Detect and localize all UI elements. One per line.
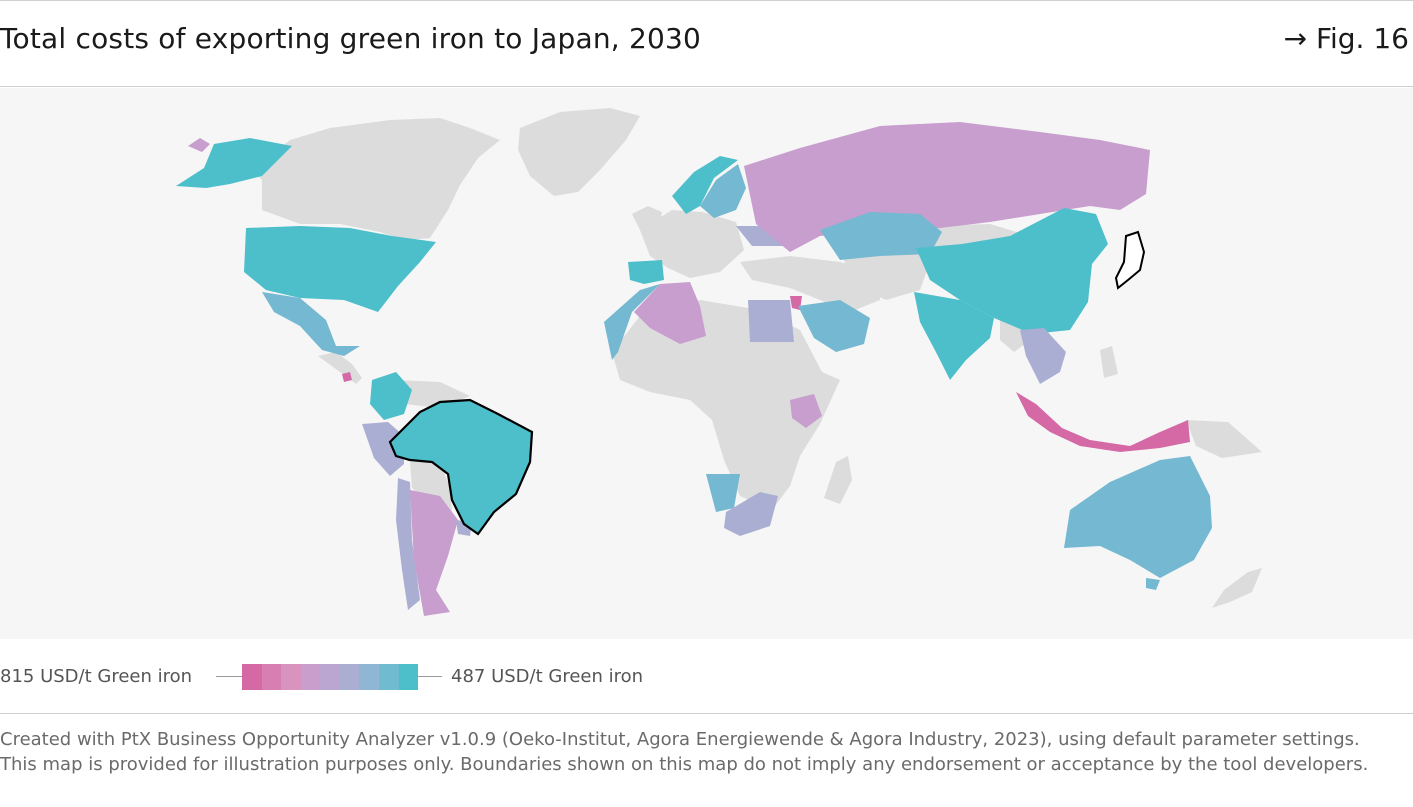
greenland	[518, 108, 640, 196]
legend-swatch	[242, 664, 262, 690]
legend-swatch	[261, 664, 282, 690]
peru-region[interactable]	[362, 422, 404, 476]
alaska-west-region[interactable]	[188, 138, 210, 152]
vietnam-region[interactable]	[1020, 328, 1066, 384]
world-map-panel	[0, 88, 1413, 639]
figure-header: Total costs of exporting green iron to J…	[0, 22, 1413, 66]
philippines-png	[1100, 346, 1262, 458]
russia-region[interactable]	[744, 122, 1150, 252]
header-rule	[0, 86, 1413, 87]
alaska-region[interactable]	[176, 138, 292, 188]
japan-region[interactable]	[1114, 230, 1146, 290]
madagascar	[824, 456, 852, 504]
usa-region[interactable]	[244, 226, 436, 312]
kenya-region[interactable]	[790, 394, 822, 428]
norway-region[interactable]	[672, 156, 738, 214]
central-america	[318, 352, 362, 384]
legend-swatch	[378, 664, 399, 690]
africa-main	[612, 300, 840, 510]
australia-region[interactable]	[1064, 456, 1212, 578]
algeria-region[interactable]	[634, 282, 706, 344]
world-map	[176, 108, 1262, 616]
iceland-uk	[632, 206, 662, 232]
indonesia-region[interactable]	[1016, 392, 1190, 452]
legend-swatch	[320, 664, 340, 690]
colombia-region[interactable]	[370, 372, 412, 420]
chile-region[interactable]	[396, 478, 420, 610]
legend-max-label: 487 USD/t Green iron	[451, 666, 644, 687]
morocco-region[interactable]	[604, 284, 660, 360]
namibia-region[interactable]	[706, 474, 740, 512]
legend-min-label: 815 USD/t Green iron	[0, 666, 193, 687]
central-asia	[840, 248, 930, 300]
saudi-arabia-region[interactable]	[798, 300, 870, 352]
legend-connector-left	[216, 676, 242, 677]
spain-region[interactable]	[628, 260, 664, 284]
india-region[interactable]	[914, 292, 994, 380]
legend-swatch	[281, 664, 301, 690]
south-africa-region[interactable]	[724, 492, 778, 536]
source-note: Created with PtX Business Opportunity An…	[0, 729, 1369, 775]
legend-gradient-bar	[242, 664, 419, 690]
china-region[interactable]	[916, 208, 1108, 334]
figure-reference-link[interactable]: → Fig. 16	[1283, 22, 1409, 55]
footer-rule	[0, 713, 1413, 714]
legend-swatch	[398, 664, 419, 690]
new-zealand	[1212, 568, 1262, 608]
legend-swatch	[359, 664, 379, 690]
sweden-finland-region[interactable]	[700, 164, 746, 218]
egypt-region[interactable]	[748, 300, 794, 342]
mexico-region[interactable]	[262, 292, 360, 356]
choropleth-countries	[176, 122, 1212, 616]
costa-rica-region[interactable]	[342, 372, 352, 382]
kazakhstan-region[interactable]	[820, 212, 942, 260]
argentina-region[interactable]	[410, 490, 458, 616]
top-rule	[0, 0, 1413, 1]
europe-core	[640, 210, 744, 278]
legend-connector-right	[418, 676, 442, 677]
canada	[252, 118, 500, 240]
brazil-region[interactable]	[388, 398, 534, 536]
tasmania-region[interactable]	[1146, 578, 1160, 590]
turkey-iran	[740, 256, 880, 312]
legend-swatch	[339, 664, 360, 690]
legend-swatch	[300, 664, 321, 690]
figure-title: Total costs of exporting green iron to J…	[0, 22, 702, 55]
color-legend: 815 USD/t Green iron 487 USD/t Green iro…	[0, 662, 800, 690]
